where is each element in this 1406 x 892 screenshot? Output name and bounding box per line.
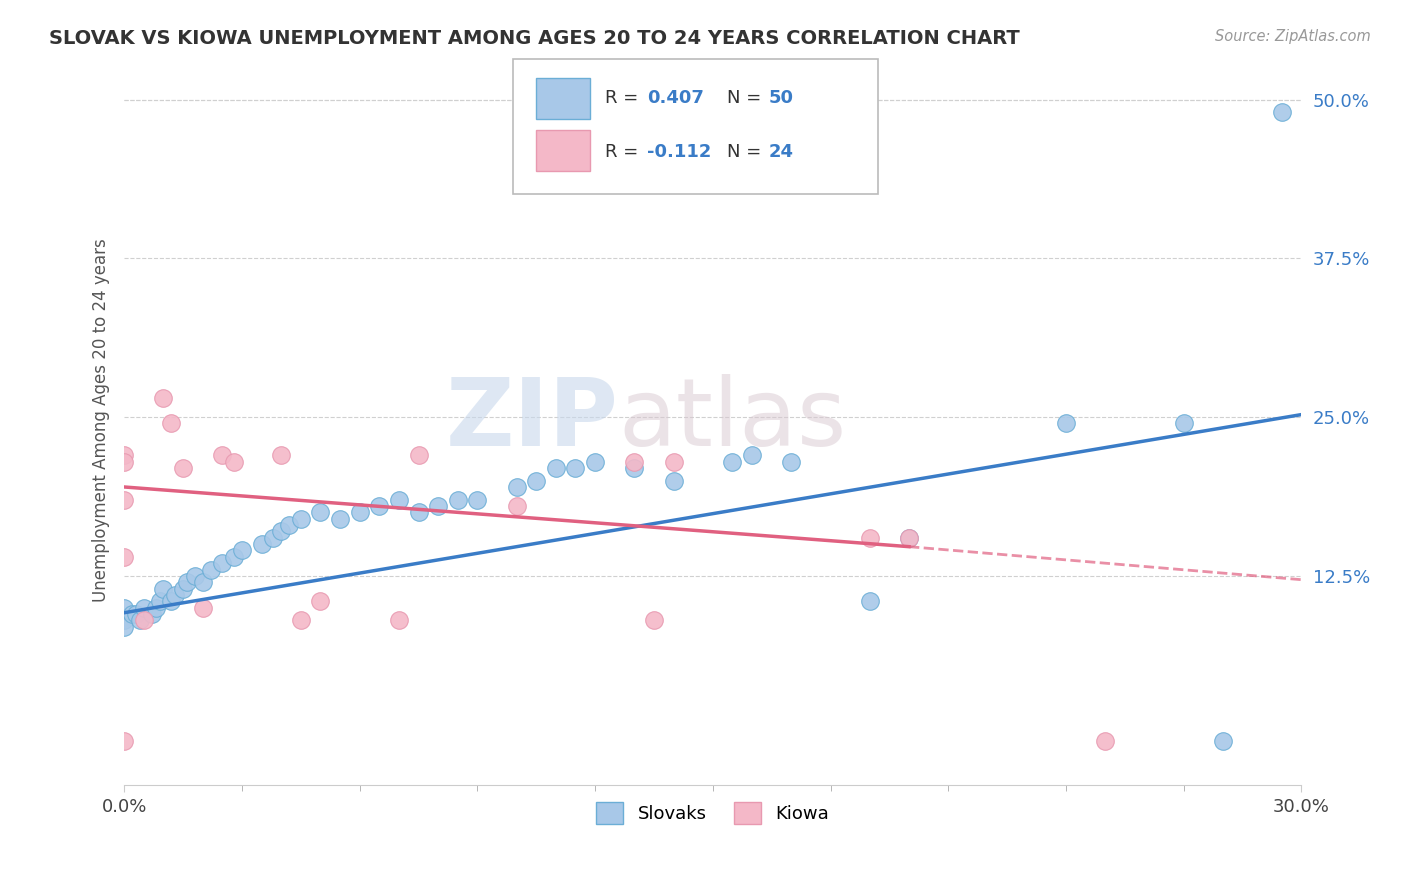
Point <box>148 594 170 608</box>
Point <box>222 549 245 564</box>
Legend: Slovaks, Kiowa: Slovaks, Kiowa <box>589 795 837 831</box>
Point <box>172 582 194 596</box>
Point <box>583 454 606 468</box>
Point <box>623 461 645 475</box>
Point <box>121 607 143 621</box>
Point <box>165 588 187 602</box>
Point <box>623 454 645 468</box>
Text: 24: 24 <box>768 143 793 161</box>
Point <box>898 531 921 545</box>
Point <box>112 734 135 748</box>
Text: -0.112: -0.112 <box>647 143 711 161</box>
Point <box>145 600 167 615</box>
Point <box>112 492 135 507</box>
Point <box>544 461 567 475</box>
Point <box>564 461 586 475</box>
Text: N =: N = <box>727 89 766 107</box>
Point <box>408 448 430 462</box>
Point <box>112 620 135 634</box>
Point <box>859 594 882 608</box>
Point <box>191 600 214 615</box>
Point <box>141 607 163 621</box>
Point <box>112 454 135 468</box>
Point <box>1212 734 1234 748</box>
Point <box>643 613 665 627</box>
Point <box>662 454 685 468</box>
Point <box>200 562 222 576</box>
Point <box>129 613 152 627</box>
Point <box>309 594 332 608</box>
Point <box>388 492 411 507</box>
Point <box>112 613 135 627</box>
Point <box>721 454 744 468</box>
Point <box>270 524 292 539</box>
Point <box>368 499 391 513</box>
Point <box>427 499 450 513</box>
Point <box>309 505 332 519</box>
Y-axis label: Unemployment Among Ages 20 to 24 years: Unemployment Among Ages 20 to 24 years <box>93 238 110 602</box>
Point <box>290 512 312 526</box>
Point <box>1094 734 1116 748</box>
Text: N =: N = <box>727 143 766 161</box>
Point <box>505 480 527 494</box>
Point <box>898 531 921 545</box>
Point <box>211 556 233 570</box>
Point <box>524 474 547 488</box>
Point <box>125 607 148 621</box>
Point <box>329 512 352 526</box>
Text: ZIP: ZIP <box>446 375 619 467</box>
Point <box>388 613 411 627</box>
Point <box>780 454 803 468</box>
Point <box>231 543 253 558</box>
Point <box>160 417 183 431</box>
Point <box>447 492 470 507</box>
Point <box>250 537 273 551</box>
Point <box>176 575 198 590</box>
Point <box>112 448 135 462</box>
Point <box>160 594 183 608</box>
Text: R =: R = <box>605 89 644 107</box>
Point <box>222 454 245 468</box>
Point <box>1271 105 1294 120</box>
Point <box>262 531 284 545</box>
Point <box>132 613 155 627</box>
Point <box>184 569 207 583</box>
Point <box>112 549 135 564</box>
FancyBboxPatch shape <box>513 59 877 194</box>
Text: Source: ZipAtlas.com: Source: ZipAtlas.com <box>1215 29 1371 44</box>
Point <box>1054 417 1077 431</box>
Point <box>112 600 135 615</box>
Point <box>152 582 174 596</box>
Point <box>211 448 233 462</box>
Text: SLOVAK VS KIOWA UNEMPLOYMENT AMONG AGES 20 TO 24 YEARS CORRELATION CHART: SLOVAK VS KIOWA UNEMPLOYMENT AMONG AGES … <box>49 29 1019 47</box>
Point <box>132 600 155 615</box>
Point <box>278 518 301 533</box>
Text: 50: 50 <box>768 89 793 107</box>
FancyBboxPatch shape <box>536 78 591 119</box>
Point <box>859 531 882 545</box>
Point <box>1173 417 1195 431</box>
Point <box>467 492 489 507</box>
Point <box>408 505 430 519</box>
Point <box>662 474 685 488</box>
Point <box>172 461 194 475</box>
Point <box>505 499 527 513</box>
Point <box>191 575 214 590</box>
Point <box>290 613 312 627</box>
Text: 0.407: 0.407 <box>647 89 704 107</box>
Point <box>152 391 174 405</box>
Text: atlas: atlas <box>619 375 846 467</box>
Point <box>349 505 371 519</box>
Point <box>270 448 292 462</box>
Text: R =: R = <box>605 143 644 161</box>
FancyBboxPatch shape <box>536 130 591 171</box>
Point <box>741 448 763 462</box>
